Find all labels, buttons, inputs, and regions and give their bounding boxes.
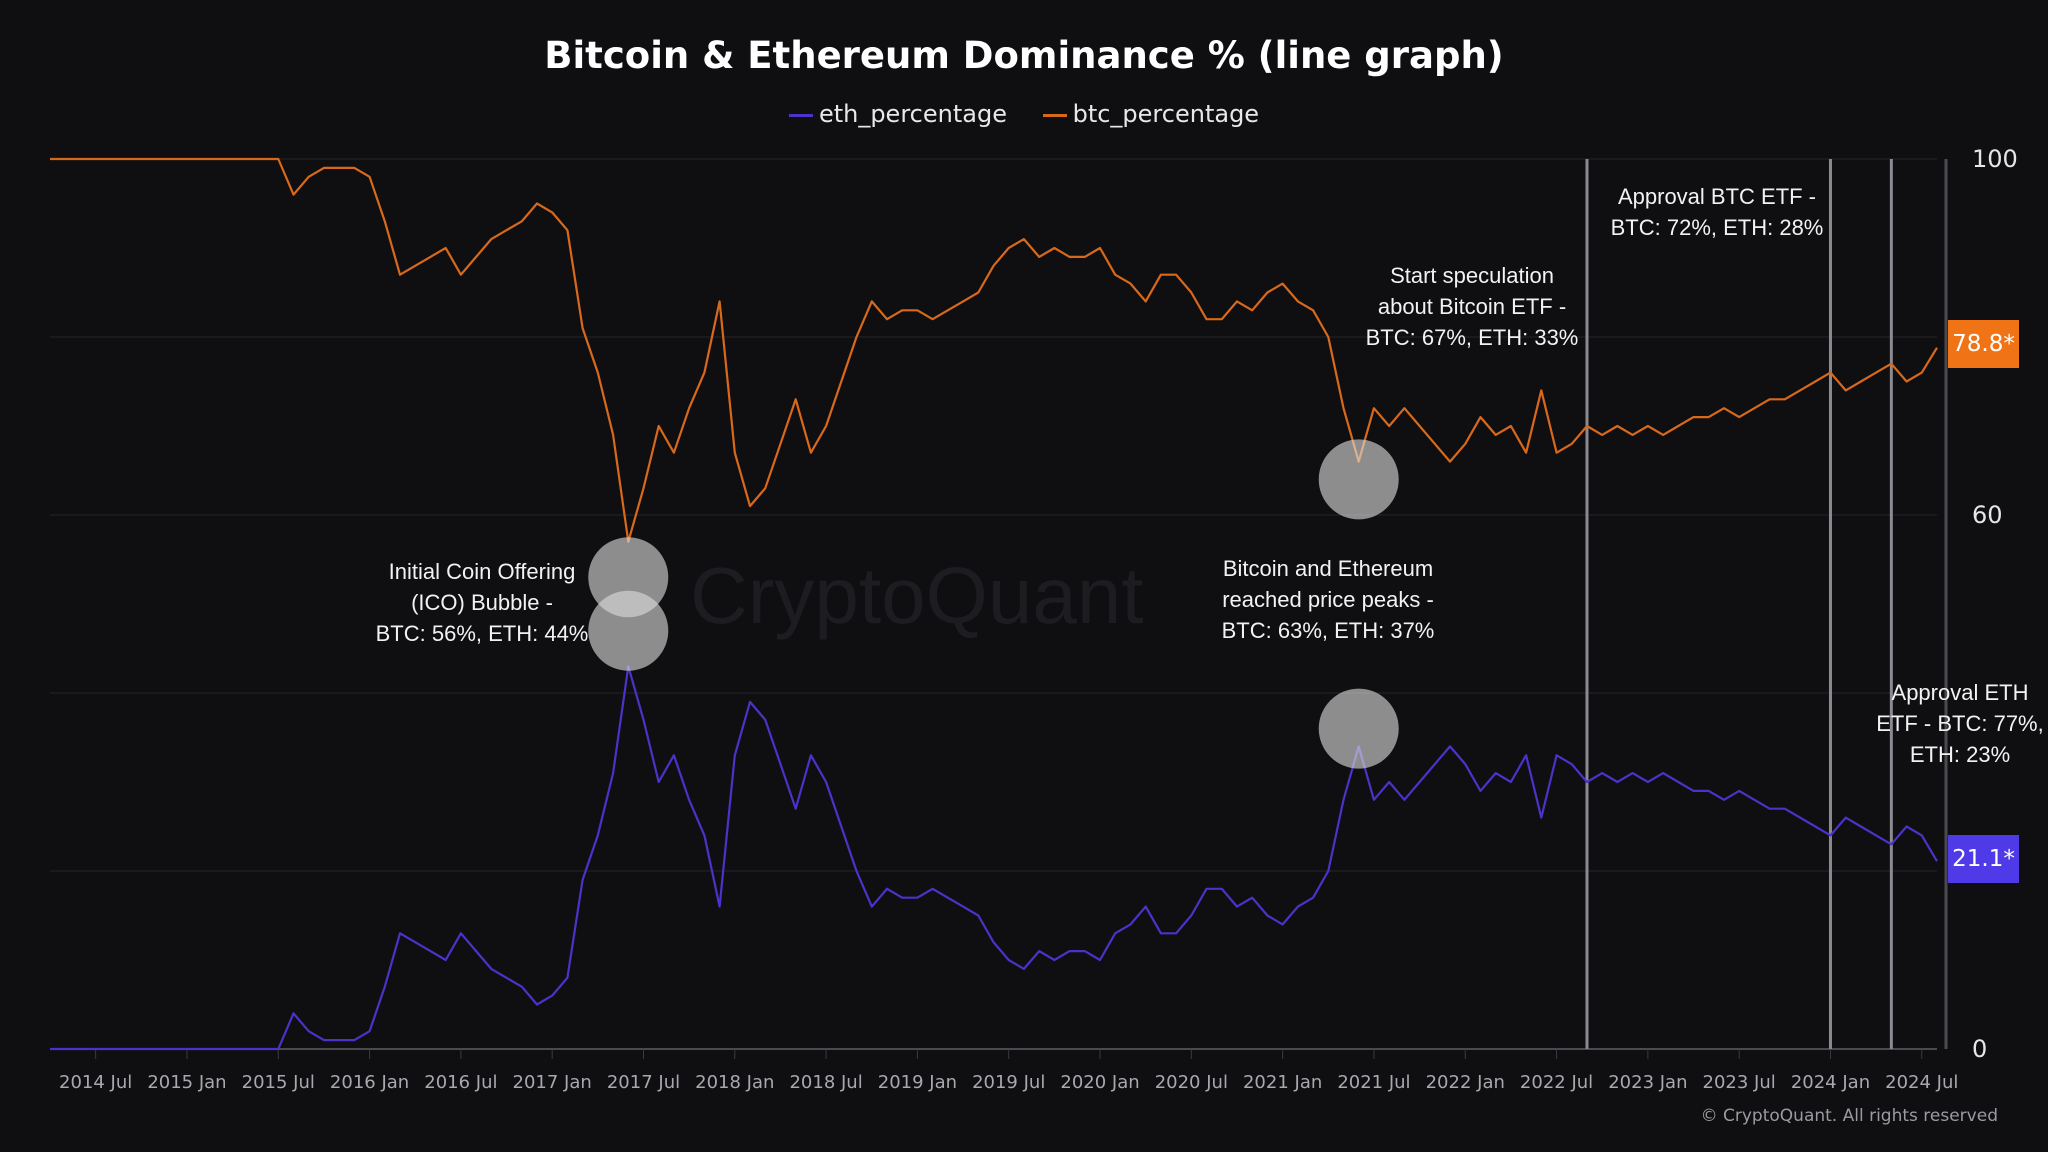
x-tick-label: 2016 Jan [330,1072,409,1093]
x-tick-label: 2021 Jan [1243,1072,1322,1093]
x-tick-label: 2024 Jan [1791,1072,1870,1093]
annotation-eth-etf: Approval ETH ETF - BTC: 77%, ETH: 23% [1876,677,2043,770]
x-tick-label: 2015 Jan [147,1072,226,1093]
legend-label-btc: btc_percentage [1072,100,1260,128]
x-tick-label: 2021 Jul [1337,1072,1410,1093]
annotation-line: (ICO) Bubble - [411,590,553,615]
annotation-line: BTC: 56%, ETH: 44% [375,621,589,646]
x-tick-label: 2018 Jan [695,1072,774,1093]
legend-label-eth: eth_percentage [818,100,1007,128]
highlight-marker [1318,439,1399,520]
series-line-eth_percentage [50,665,1938,1051]
x-tick-label: 2016 Jul [424,1072,497,1093]
btc-last-value-badge: 78.8* [1948,320,2019,368]
x-tick-label: 2022 Jul [1520,1072,1593,1093]
y-tick-label: 0 [1972,1035,1987,1063]
x-tick-label: 2017 Jul [607,1072,680,1093]
annotation-line: BTC: 67%, ETH: 33% [1365,325,1579,350]
annotation-line: reached price peaks - [1222,587,1434,612]
x-tick-label: 2019 Jan [878,1072,957,1093]
annotation-line: ETF - BTC: 77%, [1876,711,2044,736]
annotation-line: BTC: 63%, ETH: 37% [1221,618,1435,643]
chart-title: Bitcoin & Ethereum Dominance % (line gra… [544,34,1504,77]
annotation-etf-speculation: Start speculation about Bitcoin ETF - BT… [1366,260,1579,353]
x-tick-label: 2020 Jul [1155,1072,1228,1093]
annotation-line: about Bitcoin ETF - [1377,294,1567,319]
annotation-line: Start speculation [1390,263,1554,288]
x-tick-label: 2023 Jan [1608,1072,1687,1093]
watermark-logo: CryptoQuant [690,551,1144,640]
annotation-line: BTC: 72%, ETH: 28% [1610,215,1824,240]
x-tick-label: 2018 Jul [789,1072,862,1093]
annotation-line: Approval ETH [1891,680,2029,705]
annotation-line: Bitcoin and Ethereum [1222,556,1434,581]
x-tick-label: 2023 Jul [1703,1072,1776,1093]
legend-swatch-btc [1042,113,1067,117]
x-tick-label: 2017 Jan [513,1072,592,1093]
x-tick-label: 2024 Jul [1885,1072,1958,1093]
legend-item-btc[interactable]: btc_percentage [1042,100,1260,128]
annotation-line: ETH: 23% [1909,742,2011,767]
annotation-btc-etf: Approval BTC ETF - BTC: 72%, ETH: 28% [1611,181,1824,243]
x-tick-label: 2019 Jul [972,1072,1045,1093]
annotation-ico: Initial Coin Offering (ICO) Bubble - BTC… [376,556,589,649]
x-tick-label: 2020 Jan [1060,1072,1139,1093]
y-tick-label: 60 [1972,501,2003,529]
copyright: © CryptoQuant. All rights reserved [1700,1106,1998,1126]
legend: eth_percentage btc_percentage [0,100,2048,128]
annotation-line: Initial Coin Offering [388,559,576,584]
highlight-marker [1318,688,1399,769]
annotation-line: Approval BTC ETF - [1617,184,1817,209]
annotation-price-peaks: Bitcoin and Ethereum reached price peaks… [1222,553,1435,646]
legend-item-eth[interactable]: eth_percentage [788,100,1007,128]
eth-last-value-badge: 21.1* [1948,835,2019,883]
y-tick-label: 100 [1972,145,2018,173]
highlight-marker [588,590,669,671]
legend-swatch-eth [788,113,813,117]
x-tick-label: 2022 Jan [1426,1072,1505,1093]
series-line-btc_percentage [50,157,1938,543]
x-tick-label: 2015 Jul [242,1072,315,1093]
x-tick-label: 2014 Jul [59,1072,132,1093]
